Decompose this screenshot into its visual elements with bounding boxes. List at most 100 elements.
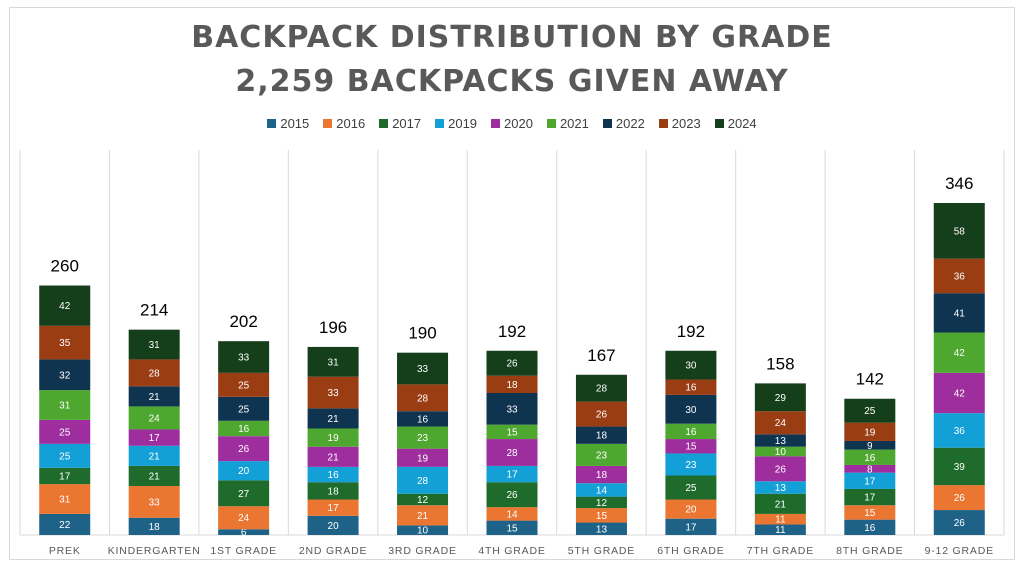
bar-value-label: 16: [685, 427, 697, 438]
bar-segment: [397, 493, 449, 506]
bar-segment: [575, 522, 627, 535]
legend-item-2019: 2019: [435, 116, 477, 131]
bar-segment: [39, 390, 91, 420]
bar-segment: [307, 408, 359, 429]
bar-value-label: 25: [238, 380, 250, 391]
bar-segment: [575, 508, 627, 523]
bar-value-label: 21: [328, 414, 340, 425]
legend-label: 2024: [727, 116, 757, 131]
legend-swatch: [323, 119, 333, 128]
bar-value-label: 19: [417, 453, 429, 464]
bar-segment: [39, 467, 91, 485]
chart-legend: 2015 2016 2017 2019 2020 2021 2022 2023 2024: [0, 116, 1024, 131]
bar-value-label: 26: [954, 493, 966, 504]
bar-value-label: 25: [864, 406, 876, 417]
bar-segment: [397, 426, 449, 449]
bar-segment: [39, 484, 91, 514]
bar-segment: [307, 466, 359, 483]
bar-segment: [754, 446, 806, 457]
bar-value-label: 16: [864, 453, 876, 464]
bar-segment: [486, 439, 538, 466]
bar-total-label: 192: [677, 322, 705, 341]
bar-segment: [218, 341, 270, 373]
bar-value-label: 25: [59, 451, 71, 462]
bar-value-label: 35: [59, 338, 71, 349]
bar-value-label: 15: [506, 523, 518, 534]
category-label: 6TH GRADE: [657, 545, 724, 557]
bar-value-label: 42: [954, 388, 966, 399]
bar-segment: [844, 449, 896, 465]
bar-segment: [754, 493, 806, 514]
bar-value-label: 28: [417, 393, 429, 404]
category-label: 8TH GRADE: [836, 545, 903, 557]
bar-segment: [307, 499, 359, 516]
bar-segment: [486, 392, 538, 425]
bar-segment: [486, 350, 538, 376]
bar-segment: [218, 529, 270, 535]
bar-value-label: 10: [417, 526, 429, 537]
bar-value-label: 21: [149, 451, 161, 462]
bar-value-label: 21: [149, 392, 161, 403]
legend-label: 2017: [392, 116, 422, 131]
bar-value-label: 32: [59, 370, 71, 381]
category-label: 4TH GRADE: [478, 545, 545, 557]
bar-value-label: 10: [775, 447, 787, 458]
bar-segment: [397, 384, 449, 412]
bar-total-label: 158: [766, 354, 794, 373]
legend-item-2015: 2015: [267, 116, 309, 131]
bar-value-label: 39: [954, 462, 966, 473]
bar-value-label: 21: [149, 471, 161, 482]
legend-item-2023: 2023: [658, 116, 701, 131]
bar-value-label: 15: [685, 442, 697, 453]
legend-swatch: [714, 119, 724, 128]
bar-value-label: 26: [506, 359, 518, 370]
bar-segment: [307, 346, 359, 377]
legend-label: 2022: [615, 116, 645, 131]
legend-swatch: [546, 119, 556, 128]
bar-segment: [844, 422, 896, 441]
bar-segment: [665, 394, 717, 424]
bar-segment: [486, 375, 538, 393]
bar-value-label: 30: [685, 405, 697, 416]
bar-segment: [665, 439, 717, 454]
bar-segment: [39, 325, 91, 360]
bar-value-label: 26: [954, 518, 966, 529]
bar-total-label: 260: [51, 257, 79, 276]
bar-segment: [128, 386, 180, 407]
bar-segment: [754, 513, 806, 525]
bar-segment: [665, 379, 717, 395]
legend-item-2024: 2024: [714, 116, 757, 131]
bar-segment: [39, 359, 91, 391]
bar-value-label: 28: [596, 384, 608, 395]
bar-value-label: 11: [775, 525, 786, 536]
bar-value-label: 30: [685, 361, 697, 372]
chart-title: BACKPACK DISTRIBUTION BY GRADE: [191, 20, 833, 55]
category-label: 3RD GRADE: [388, 545, 456, 557]
bar-value-label: 13: [775, 436, 787, 447]
bar-value-label: 15: [506, 427, 518, 438]
chart-subtitle: 2,259 BACKPACKS GIVEN AWAY: [235, 64, 789, 99]
bar-segment: [844, 519, 896, 535]
bar-segment: [39, 419, 91, 444]
bar-segment: [754, 524, 806, 535]
bar-value-label: 17: [149, 433, 161, 444]
bar-segment: [128, 465, 180, 487]
bar-segment: [754, 434, 806, 447]
bar-value-label: 26: [506, 490, 518, 501]
bar-segment: [933, 510, 985, 535]
bar-value-label: 17: [506, 470, 518, 481]
bar-segment: [933, 413, 985, 448]
bar-segment: [39, 443, 91, 468]
bar-segment: [933, 447, 985, 486]
bar-value-label: 17: [864, 476, 876, 487]
bar-value-label: 20: [328, 521, 340, 532]
bar-value-label: 13: [775, 483, 787, 494]
bar-segment: [933, 258, 985, 294]
bar-value-label: 16: [864, 523, 876, 534]
legend-item-2020: 2020: [491, 116, 533, 131]
bar-value-label: 16: [685, 383, 697, 394]
legend-swatch: [491, 119, 501, 128]
bar-segment: [933, 293, 985, 333]
bar-segment: [665, 475, 717, 500]
